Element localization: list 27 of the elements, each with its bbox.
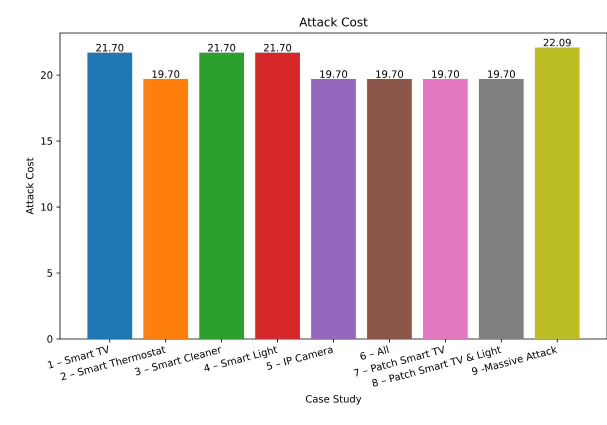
x-tick-label: 6 – All [360,345,389,360]
bar [534,48,580,339]
data-label: 21.70 [208,44,236,52]
x-axis-title: Case Study [306,394,362,405]
data-label: 21.70 [264,44,292,52]
data-label: 19.70 [376,70,404,78]
bar [478,79,524,339]
y-axis-title: Attack Cost [26,158,34,214]
y-tick-label: 0 [47,335,52,343]
bar [367,79,412,339]
bar [143,79,188,339]
y-tick-label: 20 [41,71,52,79]
bar [255,52,300,339]
data-label: 19.70 [488,70,515,78]
y-tick-label: 5 [47,269,52,277]
bar [311,79,356,339]
chart-title: Attack Cost [299,17,368,26]
data-label: 19.70 [320,70,348,78]
data-label: 19.70 [152,70,180,78]
data-label: 19.70 [432,70,459,78]
bar [199,52,244,339]
y-tick-label: 10 [41,203,52,211]
data-label: 21.70 [96,44,124,52]
bar [87,52,132,339]
data-label: 22.09 [544,38,571,46]
y-tick-label: 15 [41,137,52,145]
bar [422,79,468,339]
